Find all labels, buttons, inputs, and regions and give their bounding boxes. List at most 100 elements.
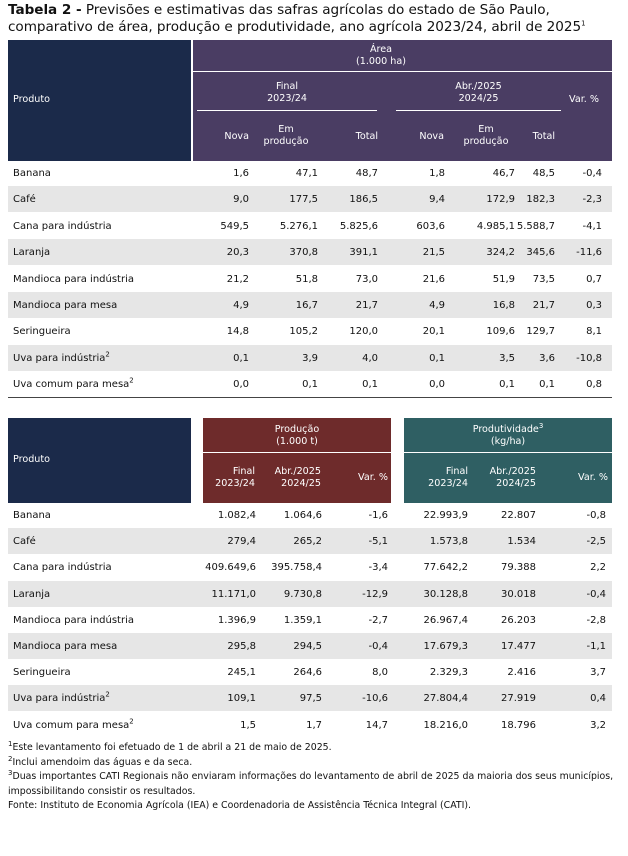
table2-prod-final-period: 2023/24 <box>215 478 255 489</box>
table-cell: 5.276,1 <box>279 220 318 232</box>
table-cell: 409.649,6 <box>205 562 256 574</box>
table-cell: 5.588,7 <box>516 220 555 232</box>
table2-producao-header: Produção <box>274 424 320 435</box>
table-title: Tabela 2 - Previsões e estimativas das s… <box>8 2 623 36</box>
table-cell: -1,1 <box>586 641 606 652</box>
table-cell: 2.329,3 <box>429 667 468 679</box>
product-name: Seringueira <box>13 326 71 338</box>
table-row: Laranja 20,3 370,8 391,1 21,5 324,2 345,6 -11,6 <box>8 239 612 266</box>
table-cell: 1.534 <box>507 536 536 548</box>
table-cell: -11,6 <box>576 247 602 259</box>
table-cell: -3,4 <box>368 562 388 574</box>
table-cell: 26.967,4 <box>423 614 468 626</box>
table2-produto-header: Produto <box>13 454 51 465</box>
table2-prod-abr-period: 2024/25 <box>281 478 321 489</box>
table-cell: 1.064,6 <box>283 510 322 521</box>
table-cell: 51,8 <box>295 273 318 285</box>
table-cell: -0,4 <box>586 588 606 600</box>
footnote: 3Duas importantes CATI Regionais não env… <box>8 768 614 782</box>
table-row: Uva comum para mesa2 0,0 0,1 0,1 0,0 0,1 0,1 0,… <box>8 371 612 397</box>
table-cell: 324,2 <box>486 247 515 259</box>
table-cell: 265,2 <box>293 536 322 548</box>
table-cell: 26.203 <box>501 614 536 626</box>
table-cell: 47,1 <box>295 168 318 179</box>
table-cell: 391,1 <box>349 247 378 259</box>
table-row: Seringueira 245,1 264,6 8,0 2.329,3 2.416 3,7 <box>8 659 612 685</box>
table-cell: 5.825,6 <box>339 220 378 232</box>
table-cell: 603,6 <box>416 220 445 232</box>
table-cell: 16,7 <box>295 300 318 311</box>
table-cell: 21,5 <box>422 247 445 259</box>
table-cell: -10,6 <box>362 693 388 705</box>
table-cell: 97,5 <box>299 693 322 705</box>
table2-producao-cell <box>203 418 391 503</box>
table2-prod-abr-label: Abr./2025 <box>274 466 321 477</box>
table-cell: 1,5 <box>240 719 256 731</box>
product-name: Uva para indústria2 <box>13 691 110 705</box>
table-cell: 9.730,8 <box>283 588 322 600</box>
table1-total-final: Total <box>355 131 378 142</box>
footnote: impossibilitando consistir os resultados… <box>8 785 196 797</box>
product-name: Uva para indústria2 <box>13 350 110 364</box>
footnote: 1Este levantamento foi efetuado de 1 de … <box>8 739 332 753</box>
table2-produtividade-cell <box>404 418 612 503</box>
table-cell: 279,4 <box>227 536 256 548</box>
table-cell: 20,1 <box>422 326 445 338</box>
table-cell: 1,8 <box>429 168 445 179</box>
table-cell: -4,1 <box>582 220 602 232</box>
table1-bottom-rule <box>8 397 612 398</box>
table-cell: 73,0 <box>355 273 378 285</box>
table-cell: 17.477 <box>501 641 536 652</box>
table1-area-header: Área <box>369 44 393 55</box>
table-cell: 21,2 <box>226 273 249 285</box>
table-row: Uva para indústria2 109,1 97,5 -10,6 27.804,… <box>8 685 612 712</box>
table-cell: 0,7 <box>586 273 602 285</box>
product-name: Uva comum para mesa2 <box>13 717 134 731</box>
product-name: Cana para indústria <box>13 562 112 574</box>
table-cell: 14,7 <box>365 719 388 731</box>
table-cell: 245,1 <box>227 667 256 679</box>
table-cell: 0,1 <box>302 379 318 391</box>
table-cell: 0,3 <box>586 300 602 311</box>
table-cell: 1,7 <box>306 719 322 731</box>
table-cell: 18.796 <box>501 719 536 731</box>
table-cell: 77.642,2 <box>423 562 468 574</box>
table-cell: 4,9 <box>233 300 249 311</box>
table-cell: 1.573,8 <box>429 536 468 548</box>
table-cell: 186,5 <box>349 194 378 206</box>
table-cell: 1.082,4 <box>217 510 256 521</box>
table1-nova-final: Nova <box>224 131 249 142</box>
table-cell: 172,9 <box>486 194 515 206</box>
table-cell: 20,3 <box>226 247 249 259</box>
table-row: Banana 1.082,4 1.064,6 -1,6 22.993,9 22.807 -0… <box>8 502 612 528</box>
table1-em-final: Em <box>278 124 294 135</box>
table-cell: 345,6 <box>526 247 555 259</box>
table-cell: 2,2 <box>590 562 606 574</box>
table-cell: 46,7 <box>492 168 515 179</box>
table-cell: 9,0 <box>233 194 249 206</box>
table-row: Café 279,4 265,2 -5,1 1.573,8 1.534 -2,5 <box>8 528 612 555</box>
product-name: Banana <box>13 510 51 521</box>
table2-produto-cell <box>8 418 191 503</box>
table-cell: -2,7 <box>368 614 388 626</box>
table-cell: 0,1 <box>499 379 515 391</box>
table-cell: 4,0 <box>362 352 378 364</box>
table2-producao-unit: (1.000 t) <box>276 436 318 447</box>
title-footnote-ref: 1 <box>581 19 586 28</box>
footnote: 2Inclui amendoim das águas e da seca. <box>8 754 193 768</box>
table-number: Tabela 2 - <box>8 2 82 18</box>
table-cell: 0,0 <box>429 379 445 391</box>
table-cell: 0,1 <box>233 352 249 364</box>
product-name: Laranja <box>13 588 51 600</box>
table-cell: 4.985,1 <box>476 220 515 232</box>
table-cell: -12,9 <box>362 588 388 600</box>
table1-abr-period: 2024/25 <box>458 93 499 104</box>
table-cell: 1.359,1 <box>283 614 322 626</box>
table-cell: -0,4 <box>368 641 388 652</box>
table-cell: -2,8 <box>586 614 606 626</box>
table-cell: 21,6 <box>422 273 445 285</box>
product-name: Laranja <box>13 247 51 259</box>
table-cell: 73,5 <box>532 273 555 285</box>
table-cell: 2.416 <box>507 667 536 679</box>
table2-prod-var: Var. % <box>358 472 388 483</box>
